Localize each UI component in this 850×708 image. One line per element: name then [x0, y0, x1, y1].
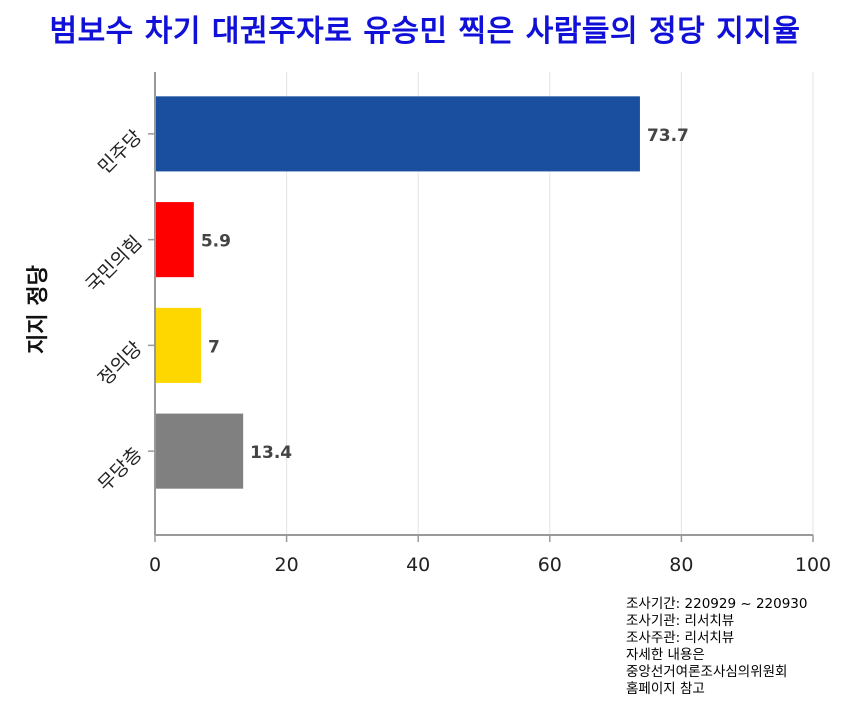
data-label: 7: [208, 337, 220, 357]
x-tick-label: 80: [669, 554, 693, 576]
note-line: 홈페이지 참고: [626, 681, 705, 697]
x-tick-label: 40: [406, 554, 430, 576]
y-axis-title: 지지 정당: [26, 265, 51, 354]
note-line: 중앙선거여론조사심의위원회: [626, 664, 788, 680]
x-tick-label: 0: [149, 554, 161, 576]
note-line: 조사기간: 220929 ~ 220930: [626, 596, 808, 612]
axes: [148, 72, 814, 542]
note-line: 조사기관: 리서치뷰: [626, 613, 735, 629]
data-label: 73.7: [647, 126, 689, 146]
data-label: 13.4: [250, 443, 292, 463]
note-line: 자세한 내용은: [626, 647, 705, 663]
bar: [155, 202, 194, 278]
chart-title: 범보수 차기 대권주자로 유승민 찍은 사람들의 정당 지지율: [49, 14, 801, 49]
note-line: 조사주관: 리서치뷰: [626, 630, 735, 646]
bars: [155, 96, 640, 489]
y-tick-label: 무당층: [94, 443, 147, 496]
y-tick-label: 민주당: [94, 126, 147, 179]
bar: [155, 413, 244, 489]
bar: [155, 307, 202, 383]
survey-notes: 조사기간: 220929 ~ 220930 조사기관: 리서치뷰 조사주관: 리…: [626, 596, 807, 698]
labels: 0 20 40 60 80 100 73.7 민주당 5.9 국민의힘 7 정의당 13.4 무당층 지지 …: [26, 126, 831, 576]
x-tick-label: 60: [538, 554, 562, 576]
x-tick-label: 100: [795, 554, 831, 576]
bar: [155, 96, 640, 172]
data-label: 5.9: [201, 232, 231, 252]
y-tick-label: 정의당: [94, 337, 147, 390]
x-tick-label: 20: [275, 554, 299, 576]
y-tick-label: 국민의힘: [82, 232, 147, 297]
